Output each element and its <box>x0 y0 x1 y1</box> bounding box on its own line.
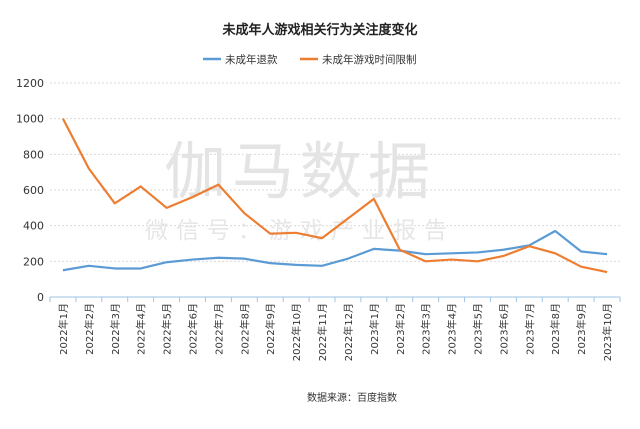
legend-label: 未成年退款 <box>225 53 278 66</box>
source-note: 数据来源：百度指数 <box>307 391 397 404</box>
legend: 未成年退款 未成年游戏时间限制 <box>203 53 417 66</box>
x-tick-label: 2023年4月 <box>446 303 459 355</box>
x-tick-label: 2023年5月 <box>472 303 485 355</box>
x-tick-label: 2022年4月 <box>135 303 148 355</box>
x-tick-label: 2022年1月 <box>57 303 70 355</box>
x-tick-label: 2022年11月 <box>316 303 329 361</box>
x-tick-label: 2023年1月 <box>368 303 381 355</box>
x-tick-label: 2022年9月 <box>264 303 277 355</box>
x-tick-label: 2022年3月 <box>109 303 122 355</box>
x-tick-label: 2023年10月 <box>601 303 614 361</box>
x-tick-label: 2022年5月 <box>161 303 174 355</box>
watermark: 伽马数据 微信号：游戏产业报告 <box>145 135 455 244</box>
y-tick-label: 0 <box>37 291 44 304</box>
watermark-subtext: 微信号：游戏产业报告 <box>145 218 455 244</box>
series <box>61 118 608 274</box>
x-tick-label: 2022年12月 <box>342 303 355 361</box>
x-tick-label: 2022年6月 <box>187 303 200 355</box>
x-tick-label: 2022年7月 <box>212 303 225 355</box>
legend-label: 未成年游戏时间限制 <box>322 53 417 66</box>
x-tick-label: 2023年2月 <box>394 303 407 355</box>
y-tick-label: 1200 <box>16 77 44 90</box>
y-tick-label: 800 <box>23 148 44 161</box>
x-tick-label: 2023年9月 <box>575 303 588 355</box>
x-tick-label: 2023年7月 <box>523 303 536 355</box>
series-line-0 <box>62 229 608 272</box>
watermark-text: 伽马数据 <box>164 135 436 208</box>
axes: 0 200 400 600 800 1000 1200 2022年1月 2022年2月 2022年… <box>16 77 621 361</box>
series-line-1 <box>61 118 608 274</box>
x-tick-label: 2023年3月 <box>420 303 433 355</box>
y-tick-label: 600 <box>23 184 44 197</box>
y-tick-label: 400 <box>23 220 44 233</box>
chart-title: 未成年人游戏相关行为关注度变化 <box>221 22 417 38</box>
x-tick-label: 2023年6月 <box>497 303 510 355</box>
y-tick-label: 1000 <box>16 113 44 126</box>
x-tick-label: 2022年10月 <box>290 303 303 361</box>
y-tick-label: 200 <box>23 255 44 268</box>
x-tick-label: 2023年8月 <box>549 303 562 355</box>
x-tick-label: 2022年8月 <box>238 303 251 355</box>
x-tick-label: 2022年2月 <box>83 303 96 355</box>
